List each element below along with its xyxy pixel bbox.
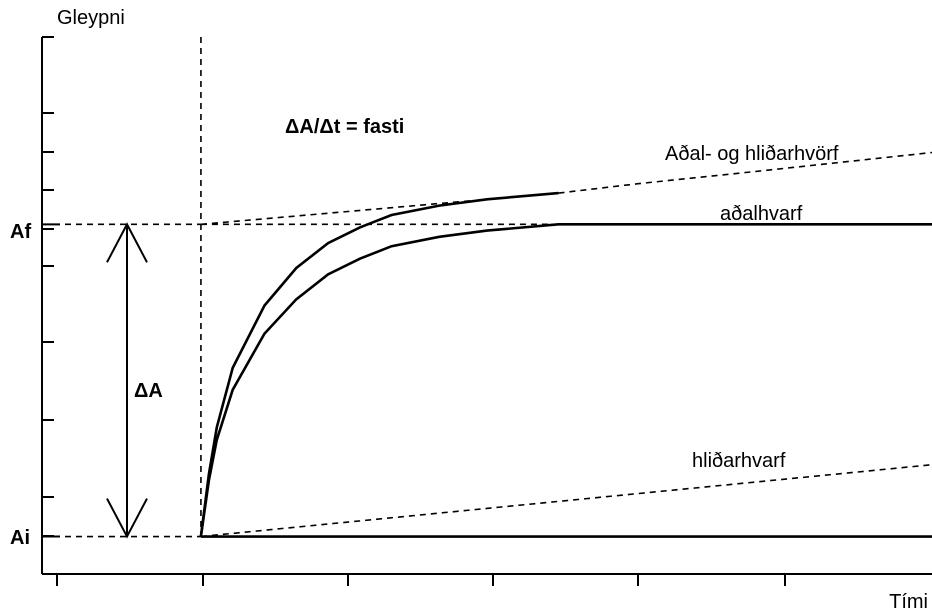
delta-a-arrow <box>106 222 148 539</box>
series-label-adal-og-hlidarhvorf: Aðal- og hliðarhvörf <box>665 143 839 165</box>
series-line-adalhvarf <box>199 223 932 537</box>
delta-a-arrow-head-bottom <box>106 498 148 539</box>
series-line-hlidarhvarf <box>200 463 932 538</box>
delta-a-arrow-head-top <box>106 222 148 263</box>
series-line-adal-og-hlidarhvorf-slope <box>558 151 932 194</box>
delta-a-label: ΔA <box>134 380 163 402</box>
series-label-adalhvarf: aðalhvarf <box>720 203 803 225</box>
series-line-adal-og-hlidarhvorf <box>199 191 559 537</box>
y-tick-label-af: Af <box>10 221 31 243</box>
reference-lines <box>42 37 559 538</box>
y-tick-label-ai: Ai <box>10 527 30 549</box>
series <box>199 151 932 538</box>
series-label-hlidarhvarf: hliðarhvarf <box>692 450 786 472</box>
y-axis-title: Gleypni <box>57 7 125 29</box>
x-axis-title: Tími <box>889 591 928 613</box>
formula-annotation: ΔA/Δt = fasti <box>285 116 404 138</box>
axes <box>41 36 932 586</box>
